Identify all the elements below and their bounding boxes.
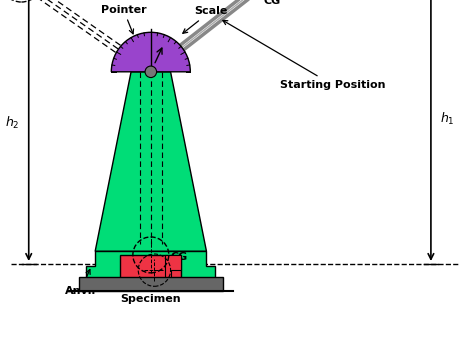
Text: $h_2$: $h_2$ (5, 115, 20, 131)
Polygon shape (95, 72, 207, 251)
Circle shape (145, 66, 156, 78)
Polygon shape (86, 251, 216, 278)
Text: Specimen: Specimen (120, 294, 181, 304)
Text: Anvil: Anvil (64, 270, 96, 297)
Text: Hammer: Hammer (0, 358, 1, 359)
Text: CG: CG (263, 0, 280, 6)
FancyBboxPatch shape (120, 255, 182, 285)
FancyBboxPatch shape (79, 277, 223, 291)
Polygon shape (165, 255, 182, 285)
Text: Pointer: Pointer (100, 5, 146, 34)
Text: Scale: Scale (183, 6, 228, 33)
Text: End of
Swing: End of Swing (0, 358, 1, 359)
Text: CG: CG (171, 252, 188, 262)
Wedge shape (111, 32, 191, 72)
Text: $h_1$: $h_1$ (440, 111, 455, 127)
Text: Starting Position: Starting Position (223, 20, 385, 90)
